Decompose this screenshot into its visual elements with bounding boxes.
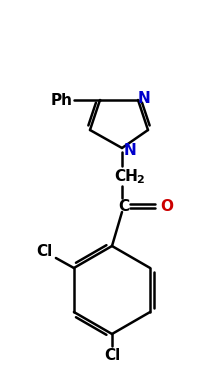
Text: CH: CH [114,168,138,184]
Text: Cl: Cl [36,245,52,259]
Text: N: N [138,91,150,105]
Text: 2: 2 [136,175,144,185]
Text: O: O [161,198,173,214]
Text: Cl: Cl [104,349,120,363]
Text: C: C [118,198,130,214]
Text: Ph: Ph [51,93,73,107]
Text: N: N [124,142,136,158]
